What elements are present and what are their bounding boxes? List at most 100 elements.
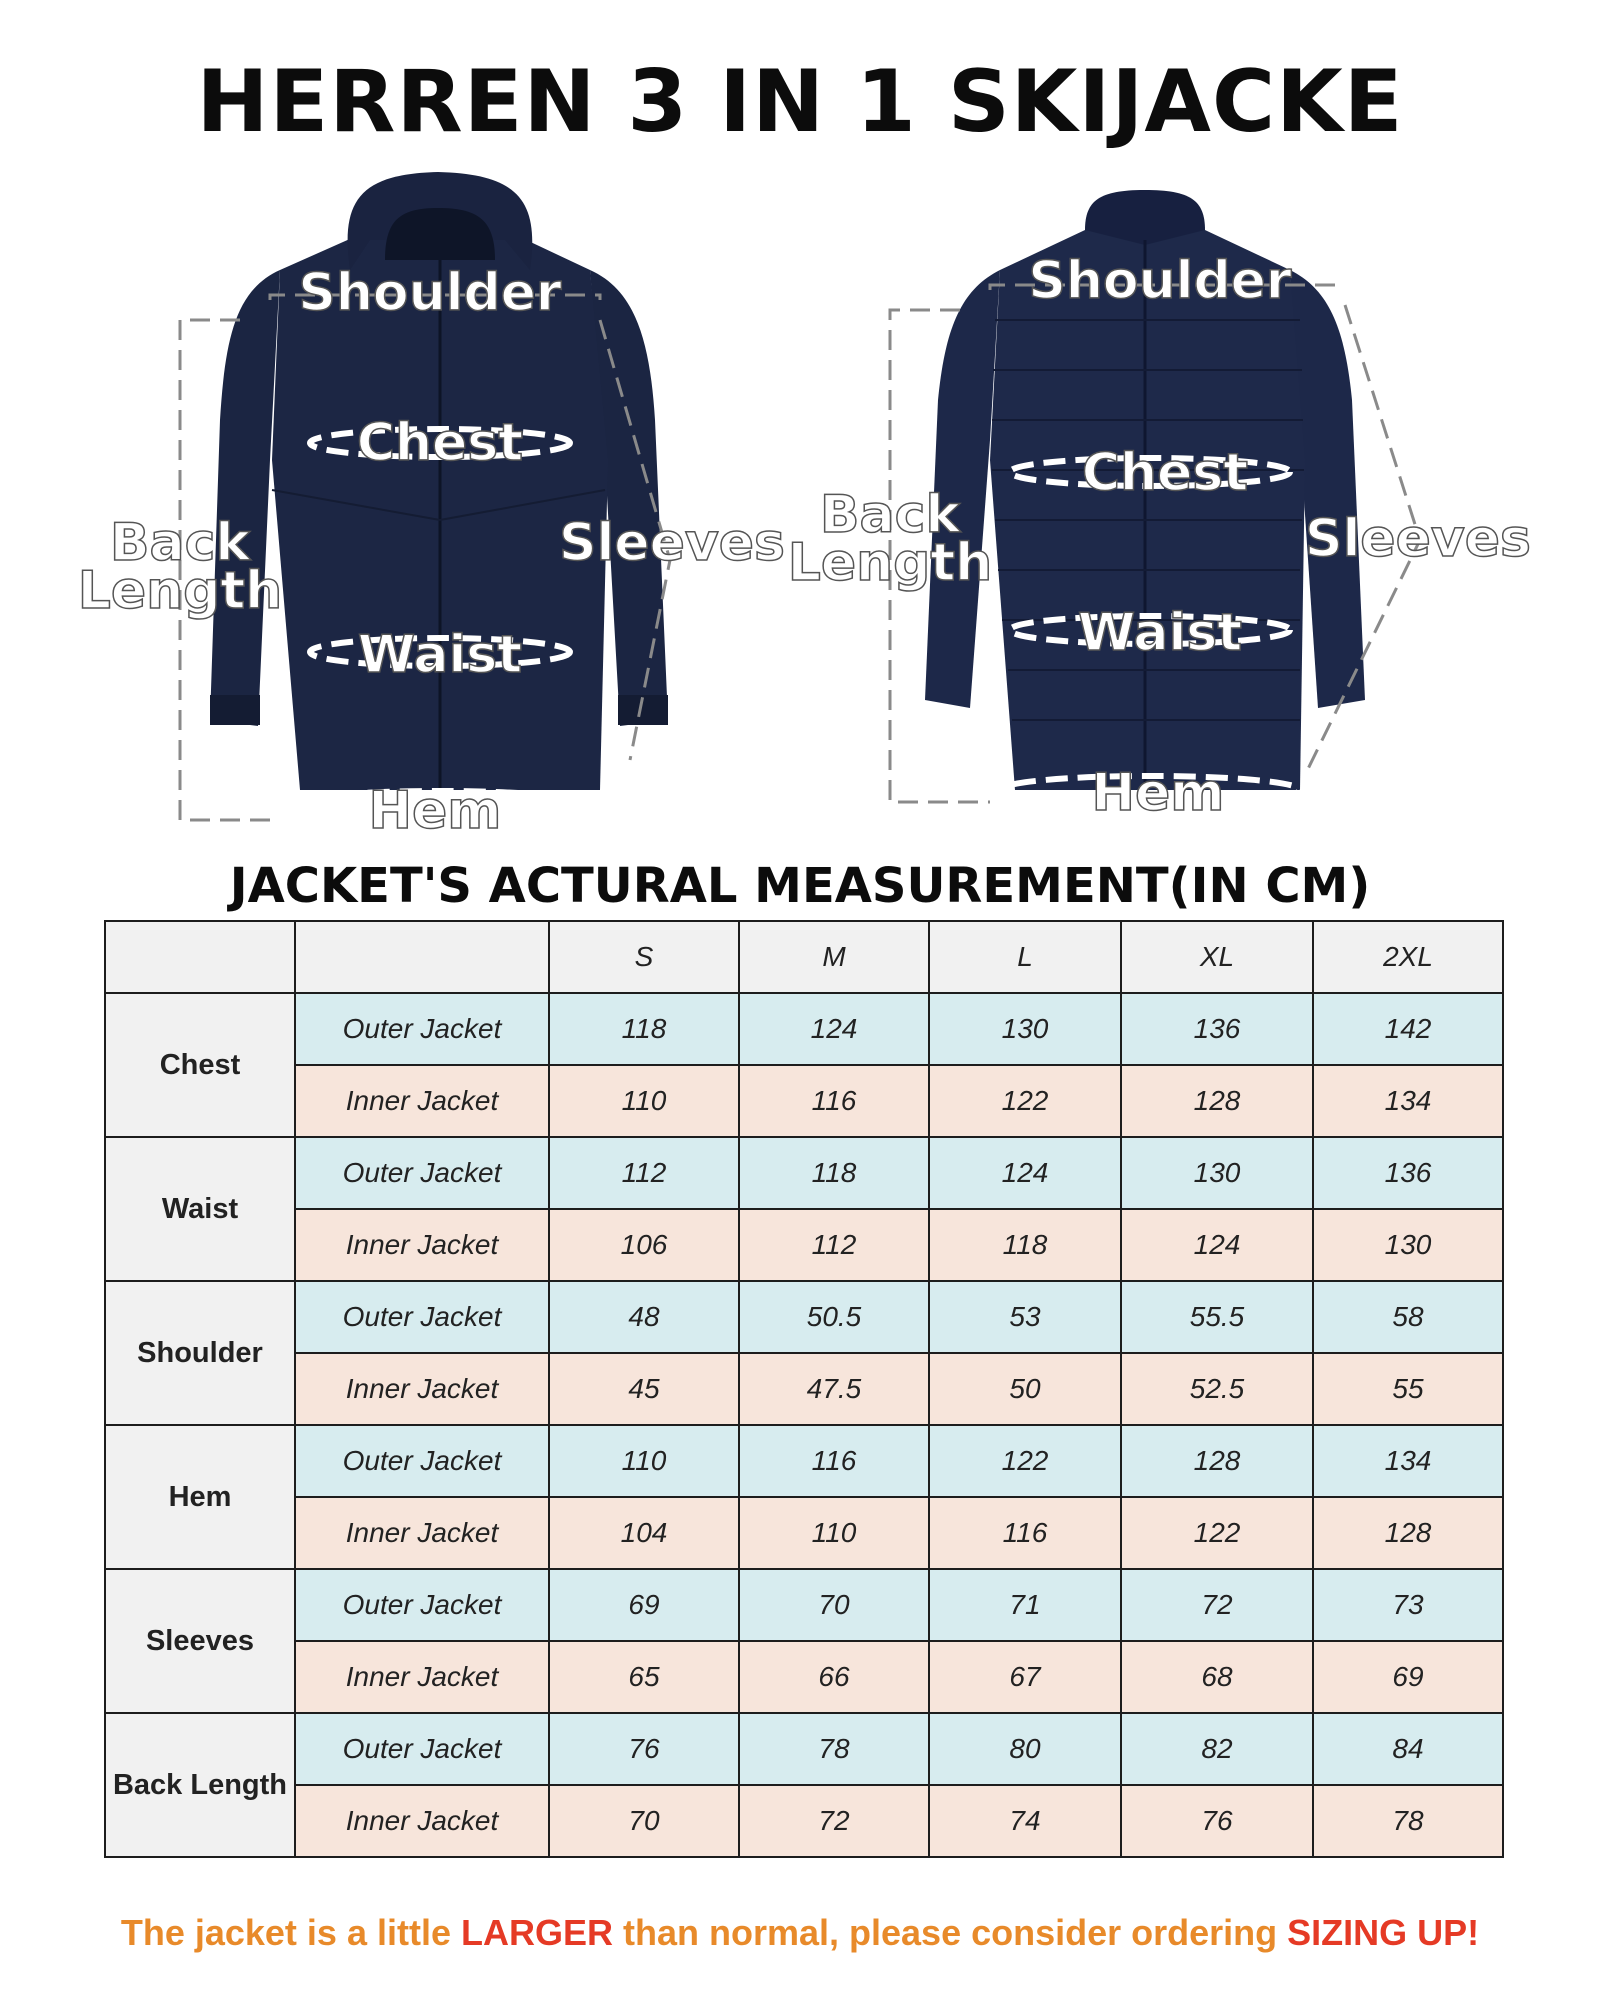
sizing-note: The jacket is a little LARGER than norma… — [0, 1912, 1600, 1954]
value-cell: 58 — [1312, 1280, 1504, 1354]
category-cell: Hem — [104, 1424, 296, 1570]
table-row: Inner Jacket 104 110 116 122 128 — [105, 1496, 1504, 1570]
value-cell: 71 — [928, 1568, 1122, 1642]
value-cell: 134 — [1312, 1424, 1504, 1498]
table-row: Sleeves Outer Jacket 69 70 71 72 73 — [104, 1568, 1504, 1714]
header-size-m: M — [738, 920, 930, 994]
value-cell: 136 — [1120, 992, 1314, 1066]
value-cell: 128 — [1120, 1064, 1314, 1138]
table-row: Inner Jacket 110 116 122 128 134 — [105, 1064, 1504, 1138]
category-cell: Back Length — [104, 1712, 296, 1858]
header-size-l: L — [928, 920, 1122, 994]
header-size-xl: XL — [1120, 920, 1314, 994]
left-shoulder-label: Shoulder — [298, 263, 562, 323]
value-cell: 82 — [1120, 1712, 1314, 1786]
note-highlight-sizing-up: SIZING UP! — [1287, 1912, 1480, 1953]
value-cell: 122 — [928, 1064, 1122, 1138]
header-size-2xl: 2XL — [1312, 920, 1504, 994]
value-cell: 47.5 — [738, 1352, 930, 1426]
value-cell: 116 — [928, 1496, 1122, 1570]
value-cell: 78 — [1312, 1784, 1504, 1858]
category-cell: Sleeves — [104, 1568, 296, 1714]
jacket-type-cell: Outer Jacket — [294, 992, 550, 1066]
value-cell: 84 — [1312, 1712, 1504, 1786]
table-row: Shoulder Outer Jacket 48 50.5 53 55.5 58 — [104, 1280, 1504, 1426]
value-cell: 130 — [1312, 1208, 1504, 1282]
right-waist-label: Waist — [1078, 603, 1242, 663]
jacket-type-cell: Inner Jacket — [294, 1784, 550, 1858]
value-cell: 80 — [928, 1712, 1122, 1786]
value-cell: 130 — [1120, 1136, 1314, 1210]
value-cell: 136 — [1312, 1136, 1504, 1210]
value-cell: 78 — [738, 1712, 930, 1786]
value-cell: 116 — [738, 1424, 930, 1498]
category-cell: Chest — [104, 992, 296, 1138]
header-cell — [104, 920, 296, 994]
measurement-guides — [287, 426, 1303, 822]
jacket-type-cell: Inner Jacket — [294, 1496, 550, 1570]
value-cell: 124 — [1120, 1208, 1314, 1282]
jacket-type-cell: Outer Jacket — [294, 1712, 550, 1786]
note-highlight-larger: LARGER — [460, 1912, 613, 1953]
value-cell: 116 — [738, 1064, 930, 1138]
value-cell: 55 — [1312, 1352, 1504, 1426]
right-shoulder-label: Shoulder — [1028, 251, 1292, 311]
measurement-lines — [178, 283, 1422, 822]
value-cell: 118 — [928, 1208, 1122, 1282]
value-cell: 67 — [928, 1640, 1122, 1714]
value-cell: 55.5 — [1120, 1280, 1314, 1354]
note-text: than normal, please consider ordering — [612, 1912, 1288, 1953]
table-row: Inner Jacket 45 47.5 50 52.5 55 — [105, 1352, 1504, 1426]
value-cell: 110 — [548, 1424, 740, 1498]
value-cell: 124 — [738, 992, 930, 1066]
table-row: Back Length Outer Jacket 76 78 80 82 84 — [104, 1712, 1504, 1858]
value-cell: 72 — [1120, 1568, 1314, 1642]
value-cell: 76 — [548, 1712, 740, 1786]
value-cell: 118 — [738, 1136, 930, 1210]
value-cell: 122 — [1120, 1496, 1314, 1570]
jacket-type-cell: Inner Jacket — [294, 1352, 550, 1426]
value-cell: 110 — [548, 1064, 740, 1138]
value-cell: 66 — [738, 1640, 930, 1714]
value-cell: 53 — [928, 1280, 1122, 1354]
jacket-type-cell: Outer Jacket — [294, 1424, 550, 1498]
value-cell: 50 — [928, 1352, 1122, 1426]
category-cell: Shoulder — [104, 1280, 296, 1426]
value-cell: 104 — [548, 1496, 740, 1570]
value-cell: 110 — [738, 1496, 930, 1570]
value-cell: 142 — [1312, 992, 1504, 1066]
value-cell: 68 — [1120, 1640, 1314, 1714]
value-cell: 52.5 — [1120, 1352, 1314, 1426]
left-chest-label: Chest — [357, 413, 523, 473]
table-row: Hem Outer Jacket 110 116 122 128 134 — [104, 1424, 1504, 1570]
value-cell: 112 — [738, 1208, 930, 1282]
value-cell: 124 — [928, 1136, 1122, 1210]
value-cell: 106 — [548, 1208, 740, 1282]
table-row: Inner Jacket 70 72 74 76 78 — [105, 1784, 1504, 1858]
value-cell: 74 — [928, 1784, 1122, 1858]
jacket-type-cell: Inner Jacket — [294, 1208, 550, 1282]
page-title: HERREN 3 IN 1 SKIJACKE — [196, 52, 1404, 152]
value-cell: 134 — [1312, 1064, 1504, 1138]
left-hem-label: Hem — [369, 781, 502, 841]
right-length-label: Length — [788, 533, 993, 593]
table-row: Chest Outer Jacket 118 124 130 136 142 — [104, 992, 1504, 1138]
value-cell: 128 — [1312, 1496, 1504, 1570]
value-cell: 69 — [548, 1568, 740, 1642]
jacket-type-cell: Inner Jacket — [294, 1064, 550, 1138]
inner-jacket-illustration — [925, 190, 1365, 790]
table-row: Waist Outer Jacket 112 118 124 130 136 — [104, 1136, 1504, 1282]
value-cell: 122 — [928, 1424, 1122, 1498]
jacket-figures: Shoulder Chest Back Length Sleeves Waist… — [77, 172, 1532, 842]
right-back-label: Back — [820, 485, 962, 545]
value-cell: 65 — [548, 1640, 740, 1714]
value-cell: 118 — [548, 992, 740, 1066]
jacket-type-cell: Outer Jacket — [294, 1280, 550, 1354]
jacket-type-cell: Inner Jacket — [294, 1640, 550, 1714]
value-cell: 70 — [548, 1784, 740, 1858]
right-sleeves-label: Sleeves — [1305, 509, 1531, 569]
value-cell: 48 — [548, 1280, 740, 1354]
value-cell: 69 — [1312, 1640, 1504, 1714]
right-chest-label: Chest — [1082, 443, 1248, 503]
value-cell: 112 — [548, 1136, 740, 1210]
